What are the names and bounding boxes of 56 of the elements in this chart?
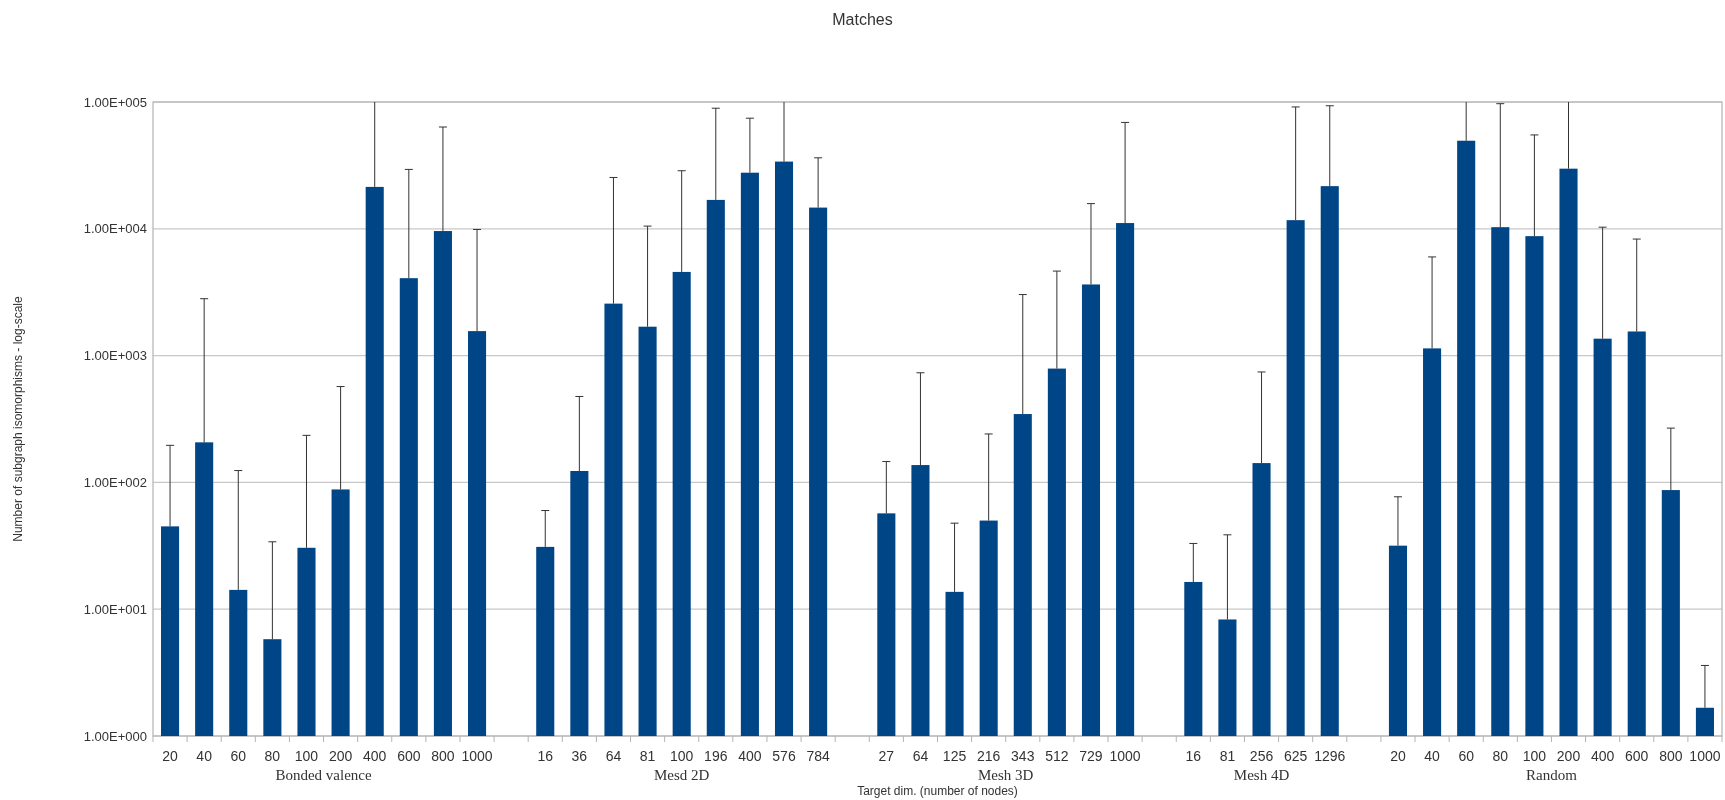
x-tick-label: 20 <box>1390 748 1406 764</box>
x-tick-label: 16 <box>537 748 554 764</box>
x-tick-label: 80 <box>264 748 281 764</box>
x-tick-label: 60 <box>1458 748 1475 764</box>
x-tick-label: 1000 <box>461 748 493 764</box>
x-tick-label: 20 <box>162 748 179 764</box>
x-tick-label: 729 <box>1079 748 1103 764</box>
x-tick-label: 36 <box>571 748 588 764</box>
x-tick-label: 1000 <box>1689 748 1721 764</box>
x-tick-label: 64 <box>605 748 622 764</box>
text: Mesh 3D <box>978 767 1034 783</box>
chart-title: Matches <box>832 11 893 28</box>
text: Mesh 4D <box>1233 767 1290 783</box>
x-tick-label: 81 <box>1219 748 1236 764</box>
x-tick-label: 400 <box>738 748 762 764</box>
y-tick-label: 1.00E+004 <box>83 221 147 237</box>
y-tick-label: 1.00E+000 <box>83 728 147 744</box>
x-tick-label: 81 <box>639 748 656 764</box>
y-tick-label: 1.00E+003 <box>83 348 147 364</box>
x-tick-label: 100 <box>1522 748 1547 764</box>
x-tick-label: 196 <box>704 748 728 764</box>
x-tick-label: 100 <box>670 748 694 764</box>
x-tick-label: 40 <box>196 748 213 764</box>
x-tick-label: 625 <box>1283 748 1308 764</box>
x-tick-label: 100 <box>294 748 319 764</box>
y-tick-label: 1.00E+001 <box>83 601 147 617</box>
y-axis-title: Number of subgraph isomorphisms - log-scale <box>11 295 25 542</box>
x-tick-label: 400 <box>363 748 387 764</box>
y-tick-label: 1.00E+002 <box>83 474 147 490</box>
x-tick-label: 27 <box>878 748 895 764</box>
x-tick-label: 1000 <box>1109 748 1141 764</box>
x-tick-label: 800 <box>431 748 455 764</box>
x-tick-label: 576 <box>772 748 796 764</box>
x-tick-label: 60 <box>230 748 247 764</box>
text: Random <box>1526 767 1578 783</box>
x-tick-label: 64 <box>912 748 929 764</box>
x-tick-label: 1296 <box>1314 748 1346 764</box>
x-tick-label: 512 <box>1045 748 1069 764</box>
x-tick-label: 784 <box>806 748 831 764</box>
x-tick-label: 600 <box>397 748 421 764</box>
text: Bonded valence <box>275 767 372 783</box>
x-tick-label: 80 <box>1492 748 1509 764</box>
x-tick-label: 600 <box>1625 748 1649 764</box>
text: Mesd 2D <box>653 767 710 783</box>
x-tick-label: 256 <box>1249 748 1274 764</box>
y-tick-label: 1.00E+005 <box>83 94 147 110</box>
x-tick-label: 200 <box>1556 748 1581 764</box>
x-axis-title: Target dim. (number of nodes) <box>857 784 1018 798</box>
x-tick-label: 216 <box>976 748 1001 764</box>
x-tick-label: 40 <box>1424 748 1441 764</box>
x-tick-label: 16 <box>1185 748 1202 764</box>
x-tick-label: 200 <box>328 748 353 764</box>
x-tick-label: 125 <box>942 748 967 764</box>
x-tick-label: 343 <box>1011 748 1035 764</box>
x-tick-label: 400 <box>1590 748 1615 764</box>
x-tick-label: 800 <box>1659 748 1683 764</box>
